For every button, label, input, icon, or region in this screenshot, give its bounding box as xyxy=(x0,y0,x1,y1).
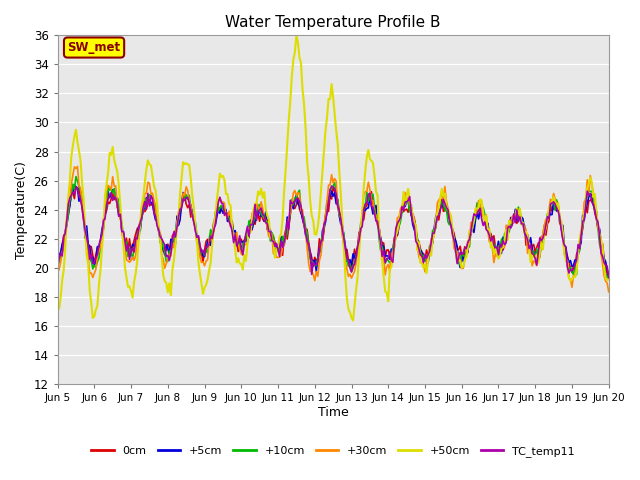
Text: SW_met: SW_met xyxy=(67,41,120,54)
X-axis label: Time: Time xyxy=(318,406,349,419)
Legend: 0cm, +5cm, +10cm, +30cm, +50cm, TC_temp11: 0cm, +5cm, +10cm, +30cm, +50cm, TC_temp1… xyxy=(87,442,579,462)
Title: Water Temperature Profile B: Water Temperature Profile B xyxy=(225,15,441,30)
Y-axis label: Temperature(C): Temperature(C) xyxy=(15,161,28,259)
